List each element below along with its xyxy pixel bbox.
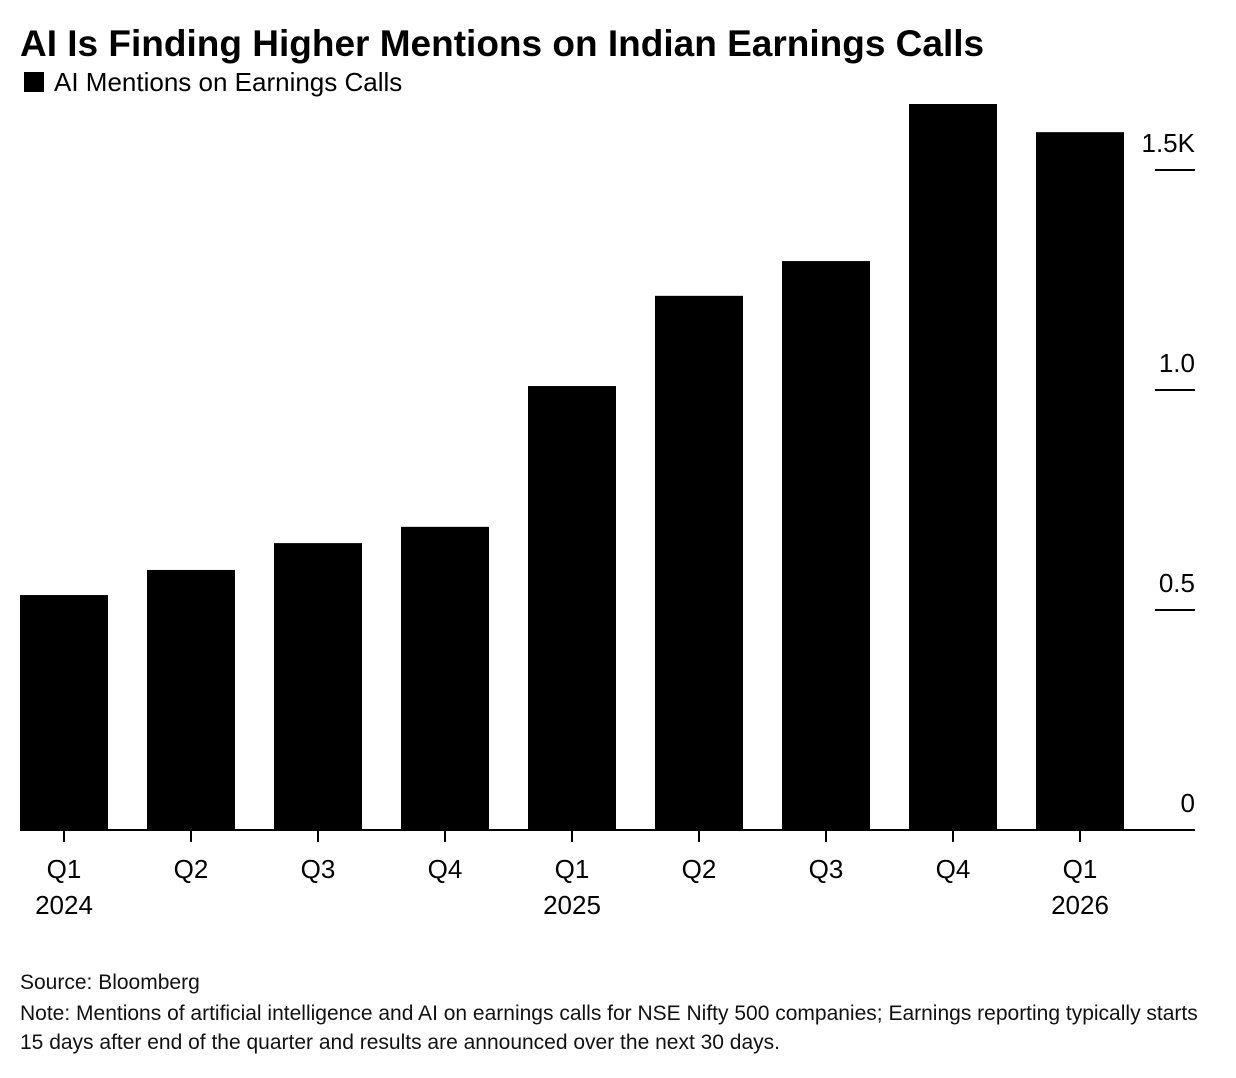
legend-swatch xyxy=(24,72,44,92)
bar xyxy=(655,295,743,831)
note: Note: Mentions of artificial intelligenc… xyxy=(20,1002,1198,1054)
bar xyxy=(782,261,870,831)
x-year-label: 2026 xyxy=(1051,890,1109,920)
bar xyxy=(909,104,997,830)
bar xyxy=(147,569,235,830)
y-tick-label: 1.0 xyxy=(1159,348,1195,378)
bar xyxy=(1036,132,1124,830)
bar xyxy=(274,543,362,830)
x-tick-label: Q2 xyxy=(174,854,209,884)
bar xyxy=(528,386,616,830)
source: Source: Bloomberg xyxy=(20,971,200,994)
x-tick-label: Q3 xyxy=(301,854,336,884)
legend-label: AI Mentions on Earnings Calls xyxy=(54,67,402,97)
x-year-label: 2025 xyxy=(543,890,601,920)
y-tick-label: 0 xyxy=(1181,788,1195,818)
y-tick-label: 1.5K xyxy=(1142,128,1196,158)
x-tick-label: Q4 xyxy=(936,854,971,884)
y-tick-label: 0.5 xyxy=(1159,568,1195,598)
x-tick-label: Q1 xyxy=(47,854,82,884)
bar xyxy=(20,595,108,830)
x-tick-label: Q2 xyxy=(682,854,717,884)
x-tick-label: Q3 xyxy=(809,854,844,884)
x-year-label: 2024 xyxy=(35,890,93,920)
x-tick-label: Q1 xyxy=(1063,854,1098,884)
bar xyxy=(401,526,489,830)
chart-title: AI Is Finding Higher Mentions on Indian … xyxy=(20,23,984,64)
x-tick-label: Q1 xyxy=(555,854,590,884)
x-tick-label: Q4 xyxy=(428,854,463,884)
